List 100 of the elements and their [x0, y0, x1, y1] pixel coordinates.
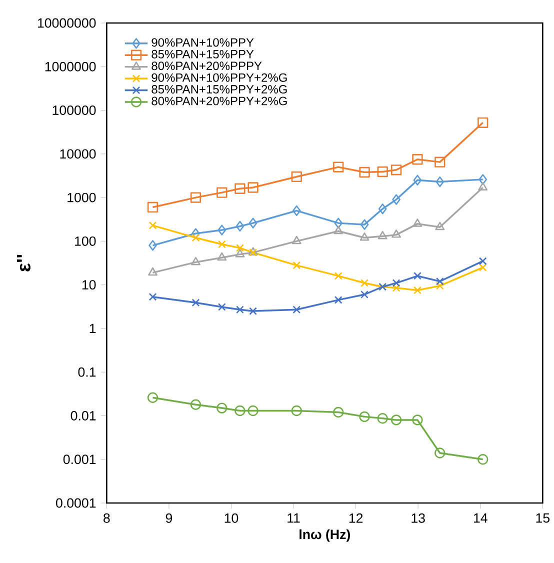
point	[148, 292, 157, 301]
point	[334, 218, 343, 228]
point	[334, 226, 344, 234]
point	[412, 154, 423, 165]
point	[236, 306, 244, 314]
point	[218, 240, 226, 248]
y-axis-title: ε''	[17, 254, 30, 272]
point	[478, 263, 487, 272]
legend-label: 85%PAN+15%PPY+2%G	[152, 85, 287, 94]
point	[413, 286, 422, 294]
point	[390, 164, 402, 176]
point	[412, 414, 423, 426]
point	[291, 171, 302, 182]
point	[434, 448, 446, 458]
x-tick-label: 15	[536, 513, 550, 523]
point	[334, 272, 342, 280]
point	[412, 218, 422, 227]
point	[333, 162, 344, 172]
legend-label: 80%PAN+20%PPPY	[152, 62, 262, 70]
point	[236, 244, 244, 252]
point	[436, 282, 444, 290]
legend-label: 80%PAN+20%PPY+2%G	[152, 96, 287, 106]
point	[413, 272, 422, 280]
y-tick-label: 0.1	[78, 367, 96, 377]
point	[249, 307, 258, 316]
y-tick-label: 10000000	[38, 18, 96, 28]
y-tick-label: 0.0001	[56, 498, 96, 508]
point	[191, 256, 200, 266]
point	[392, 284, 400, 292]
point	[292, 236, 302, 244]
point	[248, 218, 258, 228]
point	[291, 405, 302, 416]
point	[392, 229, 401, 238]
y-tick-label: 100000	[52, 106, 96, 115]
point	[434, 156, 446, 168]
point	[436, 277, 444, 286]
point	[435, 222, 445, 230]
point	[192, 228, 200, 239]
point	[147, 392, 158, 403]
point	[248, 405, 258, 416]
point	[478, 174, 488, 185]
point	[377, 166, 388, 178]
point	[218, 303, 226, 311]
point	[235, 248, 245, 258]
point	[333, 406, 344, 418]
x-tick-label: 8	[104, 513, 110, 523]
point	[218, 224, 226, 236]
y-tick-label: 100	[75, 236, 96, 246]
x-tick-label: 12	[349, 513, 363, 523]
y-tick-label: 0.001	[63, 454, 96, 464]
point	[377, 413, 388, 424]
x-tick-label: 11	[288, 513, 300, 523]
point	[192, 298, 200, 307]
x-tick-label: 9	[166, 513, 172, 523]
point	[234, 183, 246, 194]
point	[216, 187, 228, 198]
point	[360, 290, 368, 298]
point	[292, 306, 301, 314]
point	[478, 182, 488, 190]
point	[436, 176, 444, 188]
point	[234, 405, 246, 416]
point	[292, 205, 301, 216]
point	[392, 194, 400, 205]
point	[217, 252, 227, 261]
point	[190, 399, 202, 410]
x-tick-label: 10	[224, 513, 238, 523]
point	[378, 230, 388, 240]
point	[148, 267, 158, 276]
x-tick-label: 13	[412, 513, 425, 523]
point	[192, 234, 200, 242]
y-tick-label: 0.01	[70, 411, 96, 420]
point	[147, 202, 158, 213]
point	[359, 166, 370, 178]
y-tick-label: 10	[82, 280, 96, 290]
point	[248, 182, 258, 193]
point	[359, 411, 370, 422]
point	[148, 221, 157, 230]
point	[392, 279, 400, 287]
y-tick-label: 1000	[68, 192, 96, 202]
point	[478, 117, 488, 128]
point	[190, 192, 202, 203]
x-tick-label: 14	[474, 513, 488, 523]
legend-label: 90%PAN+10%PPY	[152, 38, 254, 47]
legend-label: 85%PAN+15%PPY	[152, 50, 254, 58]
point	[334, 296, 342, 304]
y-tick-label: 1	[90, 324, 96, 334]
legend-label: 90%PAN+10%PPY+2%G	[152, 73, 287, 82]
point	[413, 174, 422, 186]
point	[390, 414, 402, 426]
point	[478, 257, 487, 266]
x-axis-title: lnω (Hz)	[300, 529, 350, 542]
point	[360, 219, 369, 230]
point	[360, 279, 368, 287]
y-tick-label: 10000	[60, 149, 96, 159]
point	[236, 220, 244, 232]
point	[216, 402, 228, 414]
point	[478, 454, 488, 465]
y-tick-label: 1000000	[45, 62, 96, 72]
point	[360, 232, 370, 241]
point	[378, 204, 387, 214]
